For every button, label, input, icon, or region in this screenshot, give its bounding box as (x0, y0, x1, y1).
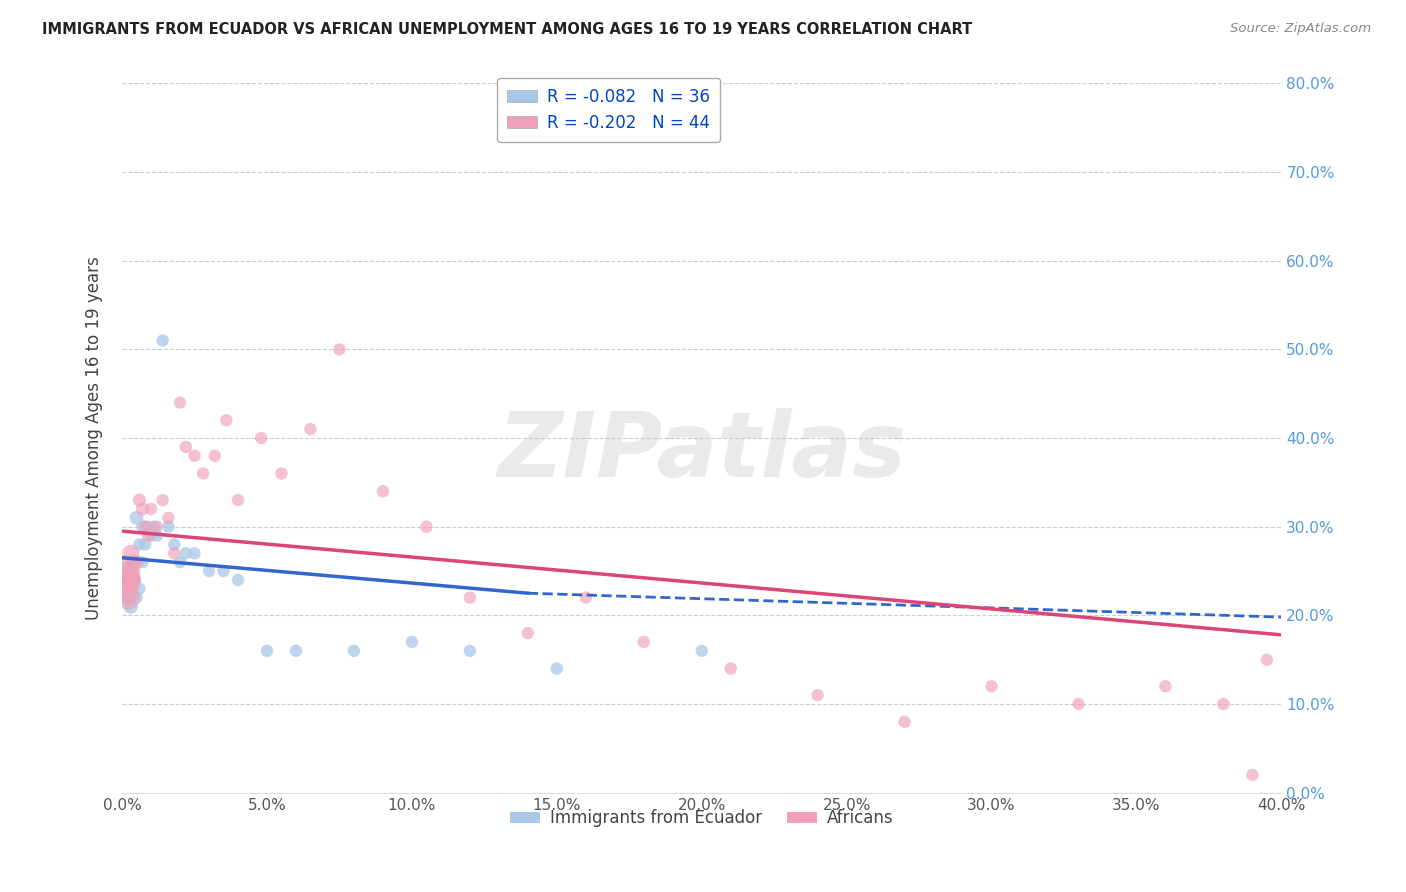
Point (343, 644, 366, 658)
Point (299, 422, 322, 436)
Point (415, 519, 437, 533)
Point (174, 440, 197, 454)
Point (174, 546, 197, 560)
Point (183, 449, 205, 463)
Text: IMMIGRANTS FROM ECUADOR VS AFRICAN UNEMPLOYMENT AMONG AGES 16 TO 19 YEARS CORREL: IMMIGRANTS FROM ECUADOR VS AFRICAN UNEMP… (42, 22, 973, 37)
Point (284, 644, 307, 658)
Point (120, 564, 142, 578)
Point (114, 564, 136, 578)
Point (136, 528, 159, 542)
Point (157, 519, 180, 533)
Point (117, 573, 139, 587)
Point (1241, 768, 1264, 782)
Point (136, 519, 159, 533)
Point (131, 502, 153, 516)
Point (117, 591, 139, 605)
Point (125, 555, 148, 569)
Point (131, 519, 153, 533)
Point (163, 537, 186, 551)
Point (122, 555, 145, 569)
Point (458, 591, 481, 605)
Point (633, 635, 655, 649)
Point (371, 484, 394, 499)
Point (690, 644, 713, 658)
Point (114, 582, 136, 596)
Point (128, 537, 150, 551)
Point (546, 661, 568, 675)
Point (215, 413, 238, 427)
Point (128, 493, 150, 508)
Point (328, 343, 350, 357)
Point (114, 564, 136, 578)
Point (270, 467, 292, 481)
Point (134, 519, 156, 533)
Point (122, 555, 145, 569)
Point (198, 564, 221, 578)
Point (139, 528, 162, 542)
Point (128, 582, 150, 596)
Point (120, 564, 142, 578)
Point (1212, 697, 1234, 711)
Point (120, 582, 142, 596)
Point (183, 546, 205, 560)
Point (575, 591, 598, 605)
Point (122, 573, 145, 587)
Point (125, 511, 148, 525)
Point (152, 334, 174, 348)
Point (204, 449, 226, 463)
Point (516, 626, 538, 640)
Point (893, 714, 915, 729)
Point (226, 493, 249, 508)
Point (117, 573, 139, 587)
Point (120, 546, 142, 560)
Point (146, 528, 169, 542)
Text: Source: ZipAtlas.com: Source: ZipAtlas.com (1230, 22, 1371, 36)
Point (152, 493, 174, 508)
Point (720, 661, 742, 675)
Point (122, 573, 145, 587)
Point (807, 688, 830, 702)
Point (169, 395, 191, 409)
Point (193, 467, 215, 481)
Point (134, 537, 156, 551)
Point (980, 679, 1002, 693)
Point (139, 502, 162, 516)
Point (1154, 679, 1177, 693)
Point (226, 573, 249, 587)
Point (157, 511, 180, 525)
Point (169, 555, 191, 569)
Point (125, 591, 148, 605)
Point (212, 564, 235, 578)
Text: ZIPatlas: ZIPatlas (498, 409, 907, 496)
Point (458, 644, 481, 658)
Point (256, 644, 278, 658)
Legend: Immigrants from Ecuador, Africans: Immigrants from Ecuador, Africans (503, 803, 900, 834)
Point (146, 519, 169, 533)
Point (114, 582, 136, 596)
Point (1067, 697, 1090, 711)
Point (117, 591, 139, 605)
Point (1256, 653, 1278, 667)
Point (131, 555, 153, 569)
Point (250, 431, 273, 445)
Point (163, 546, 186, 560)
Y-axis label: Unemployment Among Ages 16 to 19 years: Unemployment Among Ages 16 to 19 years (86, 256, 103, 620)
Point (120, 599, 142, 614)
Point (142, 519, 165, 533)
Point (401, 635, 423, 649)
